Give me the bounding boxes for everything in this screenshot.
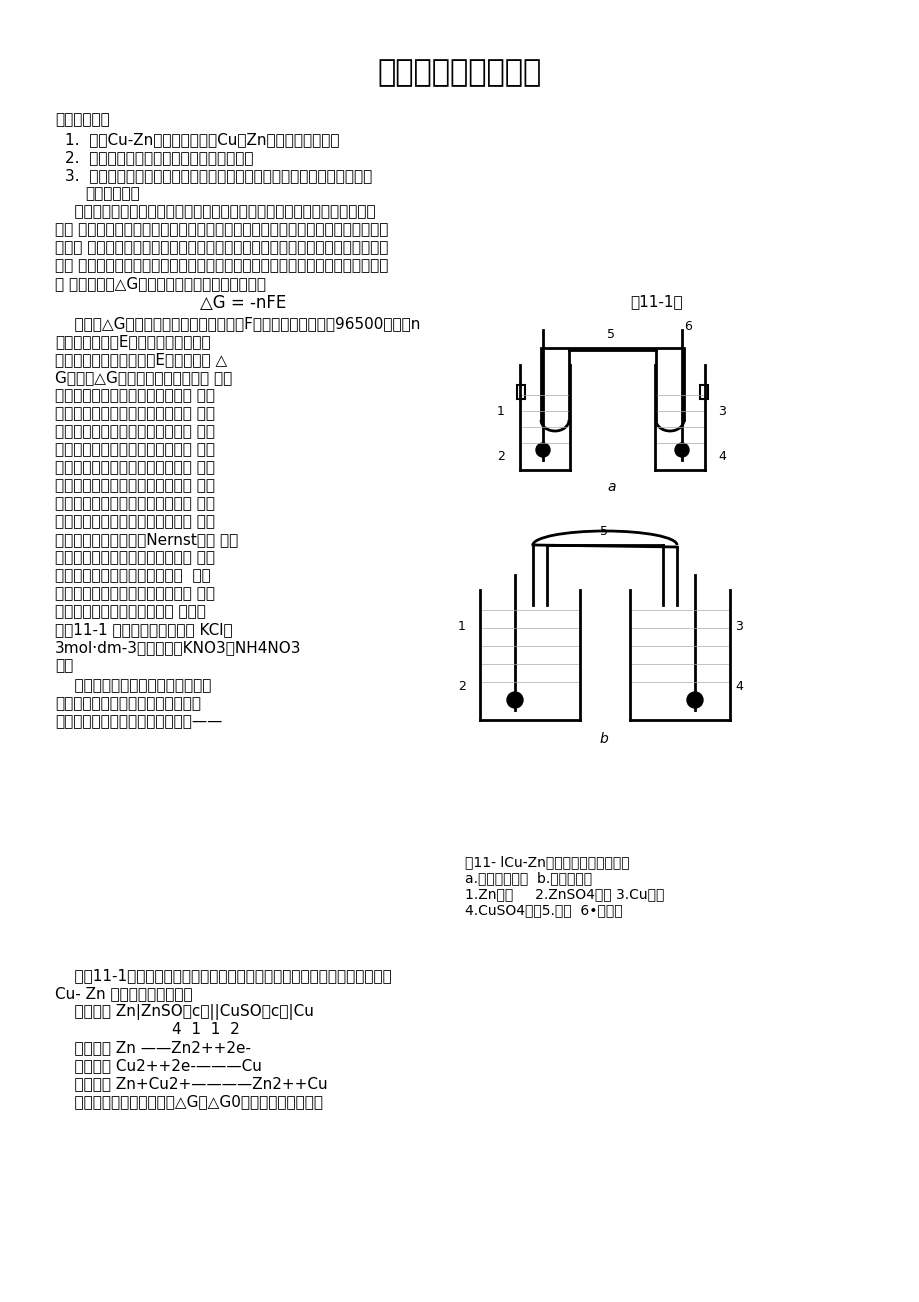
Text: 件下，上式才能成立。这就首先要 求电: 件下，上式才能成立。这就首先要 求电 (55, 406, 215, 421)
Text: （11-1）: （11-1） (630, 294, 682, 309)
Text: 接界电势。另外，电池还必须在可 逆的: 接界电势。另外，电池还必须在可 逆的 (55, 460, 215, 475)
Text: 是电池 中所有反应的总和。电池除可以用来作为电源外，还可用来研究构成电池的: 是电池 中所有反应的总和。电池除可以用来作为电源外，还可用来研究构成电池的 (55, 240, 388, 255)
Text: 5: 5 (599, 525, 607, 538)
Text: 在进行电池电动势测量时，为了使: 在进行电池电动势测量时，为了使 (55, 678, 211, 693)
Bar (516, 385, 525, 398)
Text: 原电池电动势的测定: 原电池电动势的测定 (378, 59, 541, 87)
Text: △G = -nFE: △G = -nFE (199, 294, 286, 312)
Text: 2: 2 (458, 680, 465, 693)
Text: 但必须注意，只有恒温、恒压、可 逆条: 但必须注意，只有恒温、恒压、可 逆条 (55, 388, 215, 404)
Text: G，通过△G又可求出其他热力学函 数，: G，通过△G又可求出其他热力学函 数， (55, 370, 232, 385)
Text: 一、实验目的: 一、实验目的 (55, 112, 109, 128)
Text: 量避免出现液体接界电势，在精确 度要: 量避免出现液体接界电势，在精确 度要 (55, 586, 215, 602)
Text: 6: 6 (683, 320, 691, 333)
Text: 3: 3 (717, 405, 725, 418)
Circle shape (675, 443, 688, 457)
Circle shape (536, 443, 550, 457)
Text: 的电流通过电池。只有这样，测得 的电: 的电流通过电池。只有这样，测得 的电 (55, 514, 215, 529)
Text: 2.  了解可逆电池、可逆电极、盐桥等概念。: 2. 了解可逆电池、可逆电极、盐桥等概念。 (65, 150, 254, 165)
Text: 4: 4 (717, 450, 725, 464)
Text: 值）相吻合。用电化学方法研究化 学反: 值）相吻合。用电化学方法研究化 学反 (55, 549, 215, 565)
Text: 必须可逆，且不存在任何不可逆的 液体: 必须可逆，且不存在任何不可逆的 液体 (55, 441, 215, 457)
Text: 在准平衡状态下进行，此时只有无 限小: 在准平衡状态下进行，此时只有无 限小 (55, 496, 215, 510)
Text: 情况下工作，即放电和充电过程都 必须: 情况下工作，即放电和充电过程都 必须 (55, 478, 215, 493)
Text: 3: 3 (734, 620, 742, 633)
Circle shape (506, 691, 522, 708)
Text: 5: 5 (607, 328, 614, 341)
Text: b: b (599, 732, 608, 746)
Text: 池反应本身是可逆的，即要求电极 反应: 池反应本身是可逆的，即要求电极 反应 (55, 424, 215, 439)
Text: 等。: 等。 (55, 658, 74, 673)
Text: 4  1  1  2: 4 1 1 2 (55, 1022, 240, 1036)
Text: 求不高的测量中，常用盐桥来 消除。: 求不高的测量中，常用盐桥来 消除。 (55, 604, 206, 618)
Circle shape (686, 691, 702, 708)
Text: 3mol·dm-3或饱和），KNO3，NH4NO3: 3mol·dm-3或饱和），KNO3，NH4NO3 (55, 641, 301, 655)
Text: 电池组成 Zn|ZnSO（c）||CuSO（c）|Cu: 电池组成 Zn|ZnSO（c）||CuSO（c）|Cu (55, 1004, 313, 1019)
Text: 电池由正、负两极组成，在放电过程中，正极（阴极）发生还原反应，负极: 电池由正、负两极组成，在放电过程中，正极（阴极）发生还原反应，负极 (55, 204, 375, 219)
Text: 3.  学会一些电极的制备和处理方法，掌握电位差计的测量原理和操作方法: 3. 学会一些电极的制备和处理方法，掌握电位差计的测量原理和操作方法 (65, 168, 372, 184)
Text: 行，不能用伏特表，而要用位差计——: 行，不能用伏特表，而要用位差计—— (55, 713, 222, 729)
Text: 1: 1 (496, 405, 505, 418)
Text: 4: 4 (734, 680, 742, 693)
Text: 式中：△G是电池反应的吉布斯函数变，F是法拉第常数（等于96500库仑，n: 式中：△G是电池反应的吉布斯函数变，F是法拉第常数（等于96500库仑，n (55, 316, 420, 331)
Text: 吉 布斯函数变△G与电池的电动势存在下列关系：: 吉 布斯函数变△G与电池的电动势存在下列关系： (55, 276, 266, 292)
Text: 如图11-1 所示，常用的盐桥有 KCl（: 如图11-1 所示，常用的盐桥有 KCl（ (55, 622, 233, 637)
Text: 二、实验原理: 二、实验原理 (85, 186, 140, 201)
Text: 图11- lCu-Zn电池及常用盐桥示意图: 图11- lCu-Zn电池及常用盐桥示意图 (464, 855, 629, 868)
Text: 是得失电子数，E是电池的电动势。可: 是得失电子数，E是电池的电动势。可 (55, 335, 210, 349)
Text: 1.  测定Cu-Zn电池的电动势和Cu、Zn电极的电极电势。: 1. 测定Cu-Zn电池的电动势和Cu、Zn电极的电极电势。 (65, 132, 339, 147)
Text: 动势才能与理论值（用Nernst方程 计算: 动势才能与理论值（用Nernst方程 计算 (55, 533, 238, 547)
Text: 由热力学第二定律可知，△G与△G0的关系，可表示为：: 由热力学第二定律可知，△G与△G0的关系，可表示为： (55, 1094, 323, 1109)
Text: 4.CuSO4溶液5.盐桥  6•电极管: 4.CuSO4溶液5.盐桥 6•电极管 (464, 904, 622, 917)
Text: 正极反应 Cu2++2e-———Cu: 正极反应 Cu2++2e-———Cu (55, 1059, 262, 1073)
Text: 电池反应在接近热力学可逆条件下进: 电池反应在接近热力学可逆条件下进 (55, 697, 200, 711)
Text: 见，只要能测出该电池的E，便可求出 △: 见，只要能测出该电池的E，便可求出 △ (55, 352, 227, 367)
Bar (699, 385, 708, 398)
Text: 电池反应 Zn+Cu2+————Zn2++Cu: 电池反应 Zn+Cu2+————Zn2++Cu (55, 1075, 327, 1091)
Text: 1: 1 (458, 620, 465, 633)
Text: 负极反应 Zn ——Zn2++2e-: 负极反应 Zn ——Zn2++2e- (55, 1040, 251, 1055)
Text: a.电极管式电池  b.烧杯式电池: a.电极管式电池 b.烧杯式电池 (464, 871, 592, 885)
Text: 由（11-1）式可推导出电池电动势及电极电势与浓度的关系表达式，下面以: 由（11-1）式可推导出电池电动势及电极电势与浓度的关系表达式，下面以 (55, 967, 391, 983)
Text: 2: 2 (496, 450, 505, 464)
Text: （阳 极）发生氧化反应，电池内部可能发生其他反应（如离子迁移等），电池反应: （阳 极）发生氧化反应，电池内部可能发生其他反应（如离子迁移等），电池反应 (55, 223, 388, 237)
Text: a: a (607, 480, 615, 493)
Text: Cu- Zn 电池为例进行分析。: Cu- Zn 电池为例进行分析。 (55, 986, 192, 1001)
Text: 应的热力学性质时所设计的电池  应尽: 应的热力学性质时所设计的电池 应尽 (55, 568, 210, 583)
Text: 化学 反应的热力学性质。从化学热力学知道，在恒温、恒压、可逆条件下，系统的: 化学 反应的热力学性质。从化学热力学知道，在恒温、恒压、可逆条件下，系统的 (55, 258, 388, 273)
Text: 1.Zn电极     2.ZnSO4溶液 3.Cu电极: 1.Zn电极 2.ZnSO4溶液 3.Cu电极 (464, 887, 664, 901)
